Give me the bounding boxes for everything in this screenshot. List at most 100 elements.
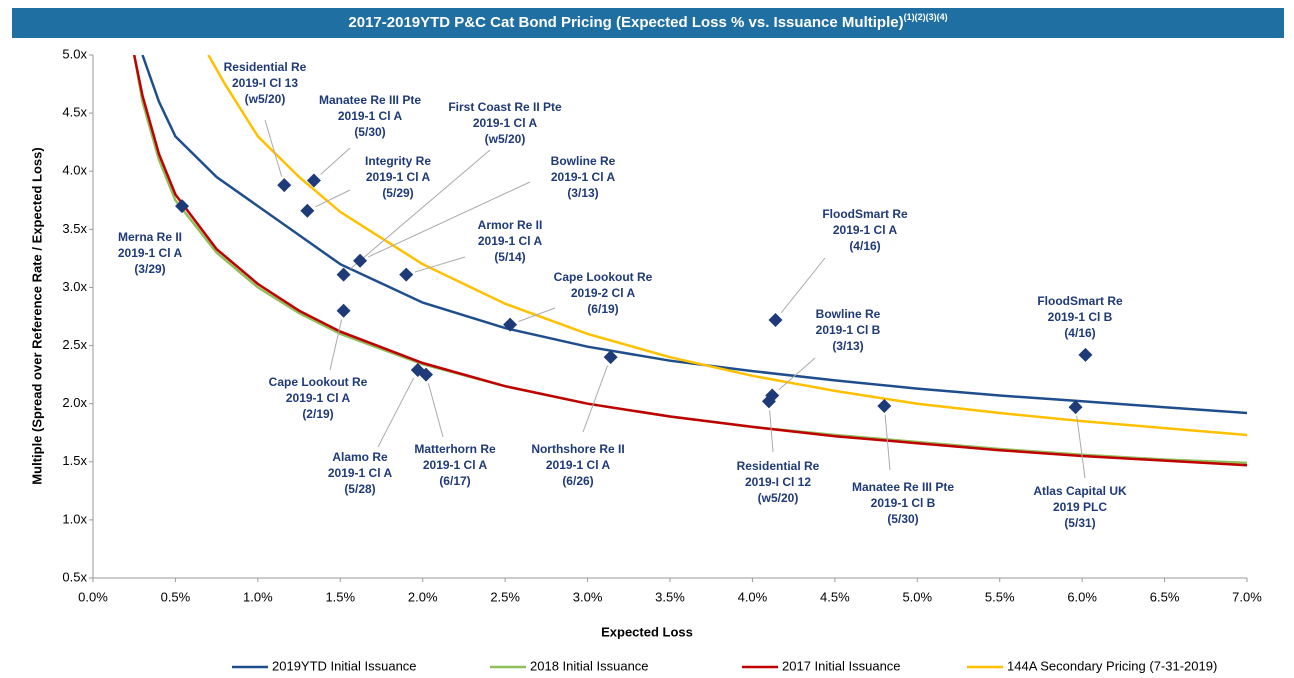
point [336,267,351,282]
legend-label: 144A Secondary Pricing (7-31-2019) [1007,658,1217,673]
point-label: (5/29) [382,186,413,200]
curves [132,55,1247,467]
leader-line [350,149,491,270]
point-label: 2019-1 Cl A [328,466,393,480]
y-tick-label: 3.0x [62,279,87,294]
point-label: (w5/20) [245,92,286,106]
y-tick-label: 4.0x [62,163,87,178]
title-notes: (1)(2)(3)(4) [904,12,948,22]
point [353,253,368,268]
point [1078,347,1093,362]
point-label: 2019 PLC [1053,500,1107,514]
point-label: (5/28) [344,482,375,496]
point-label: (5/30) [887,512,918,526]
leader-line [320,147,351,175]
x-axis-label: Expected Loss [601,624,693,639]
point [336,303,351,318]
leader-line [414,256,466,273]
point-label: (2/19) [302,407,333,421]
point-label: (4/16) [1064,326,1095,340]
point [877,398,892,413]
point-label: (6/19) [587,302,618,316]
point [603,350,618,365]
x-tick-label: 1.0% [243,589,273,604]
point [503,317,518,332]
x-tick-label: 4.0% [738,589,768,604]
legend-label: 2018 Initial Issuance [530,658,649,673]
point-label: 2019-1 Cl A [546,458,611,472]
point-label: 2019-2 Cl A [571,286,636,300]
x-tick-label: 7.0% [1232,589,1262,604]
point-label: (6/26) [562,474,593,488]
point-label: Integrity Re [365,154,431,168]
point-label: Cape Lookout Re [554,270,653,284]
point-label: 2019-I Cl 13 [232,76,298,90]
leader-line [368,181,531,258]
point [306,173,321,188]
point [768,312,783,327]
point-label: Manatee Re III Pte [852,480,954,494]
point-label: FloodSmart Re [822,207,908,221]
leader-line [315,189,351,208]
point-label: Northshore Re II [531,442,624,456]
point [761,394,776,409]
curve [207,55,1247,437]
y-tick-label: 4.5x [62,105,87,120]
legend-label: 2019YTD Initial Issuance [272,658,417,673]
leader-line [780,257,826,314]
point [300,203,315,218]
point-label: 2019-1 Cl A [551,170,616,184]
point-label: 2019-1 Cl A [833,223,898,237]
x-tick-label: 4.5% [820,589,850,604]
point-label: Residential Re [737,459,820,473]
point-label: Atlas Capital UK [1033,484,1127,498]
leader-line [778,357,816,390]
point-label: 2019-1 Cl A [478,234,543,248]
x-tick-label: 5.0% [902,589,932,604]
point-label: 2019-I Cl 12 [745,475,811,489]
leader-line [582,365,609,433]
point-label: 2019-1 Cl A [473,116,538,130]
title-main: 2017-2019YTD P&C Cat Bond Pricing (Expec… [348,14,903,31]
x-tick-label: 6.5% [1150,589,1180,604]
x-tick-label: 3.0% [573,589,603,604]
x-tick-label: 1.5% [325,589,355,604]
y-axis-label: Multiple (Spread over Reference Rate / E… [29,147,44,484]
y-tick-label: 3.5x [62,221,87,236]
point-label: 2019-1 Cl B [1048,310,1113,324]
x-tick-label: 2.5% [490,589,520,604]
point [277,178,292,193]
point-label: Alamo Re [332,450,388,464]
curve [132,55,1247,467]
point-label: (6/17) [439,474,470,488]
point [419,367,434,382]
y-tick-label: 5.0x [62,46,87,61]
y-tick-label: 2.5x [62,337,87,352]
legend-label: 2017 Initial Issuance [782,658,901,673]
leader-line [769,410,774,453]
point-label: Armor Re II [478,218,543,232]
point [1068,400,1083,415]
point-label: Merna Re II [118,230,182,244]
point-label: Bowline Re [816,307,881,321]
point-label: 2019-1 Cl B [816,323,881,337]
x-tick-label: 2.0% [408,589,438,604]
x-tick-label: 3.5% [655,589,685,604]
point-label: (w5/20) [485,132,526,146]
point-label: (3/29) [134,262,165,276]
point-label: (3/13) [832,339,863,353]
point-label: Cape Lookout Re [269,375,368,389]
point-label: 2019-1 Cl A [366,170,431,184]
point-label: 2019-1 Cl A [118,246,183,260]
chart-title: 2017-2019YTD P&C Cat Bond Pricing (Expec… [348,12,947,31]
title-bar [12,8,1284,38]
leader-line [518,307,556,322]
x-tick-label: 0.0% [78,589,108,604]
leader-line [1076,416,1086,479]
curve [141,55,1247,415]
x-tick-label: 5.5% [985,589,1015,604]
leader-line [884,414,891,471]
y-tick-label: 2.0x [62,395,87,410]
leader-line [377,377,415,448]
